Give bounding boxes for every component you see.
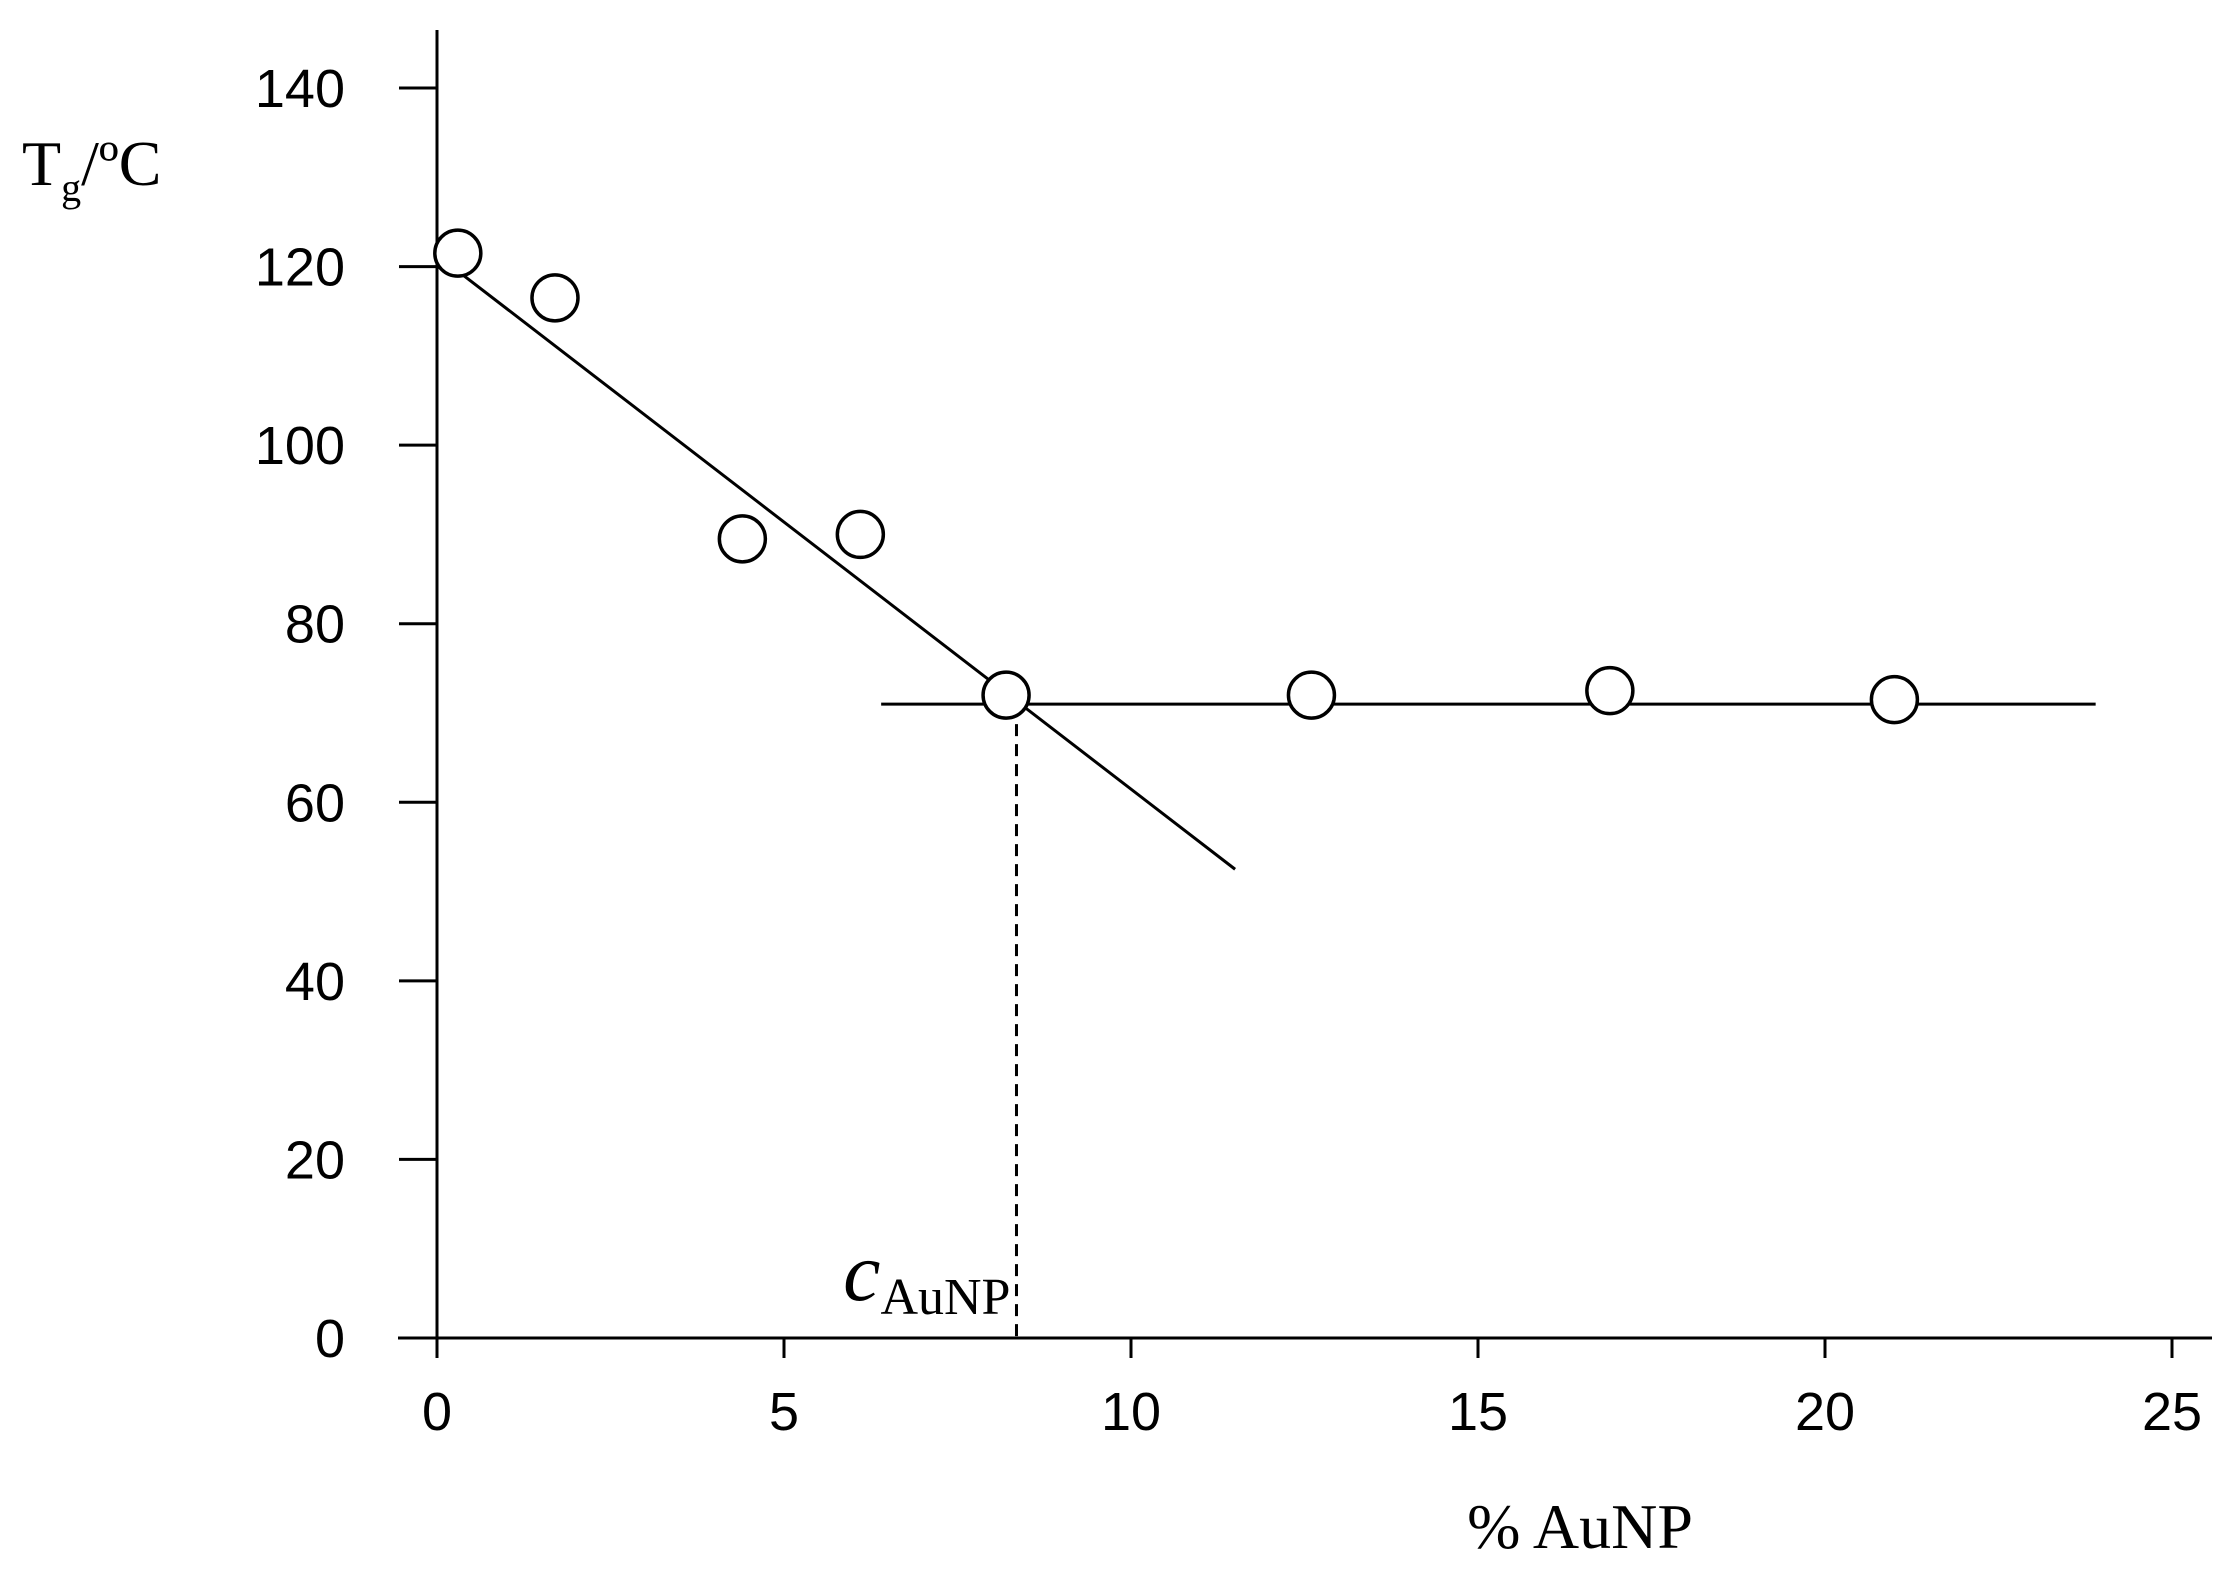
- x-tick-label: 15: [1448, 1382, 1508, 1442]
- x-tick-label: 0: [422, 1382, 452, 1442]
- y-tick-label: 0: [315, 1309, 345, 1369]
- critical-concentration-label: cAuNP: [843, 1226, 1010, 1326]
- fit-line: [456, 269, 1237, 871]
- data-point: [530, 273, 580, 323]
- y-axis-label-unit: /ºC: [81, 128, 161, 199]
- y-axis-label-subscript: g: [61, 165, 81, 210]
- y-tick-label: 60: [285, 773, 345, 833]
- fit-lines: [456, 269, 2096, 871]
- x-axis-label: % AuNP: [1467, 1491, 1693, 1562]
- y-tick-label: 20: [285, 1130, 345, 1190]
- x-tick-label: 20: [1795, 1382, 1855, 1442]
- y-axis-label-main: T: [22, 128, 61, 199]
- y-tick-label: 140: [255, 59, 345, 119]
- y-tick-label: 80: [285, 595, 345, 655]
- critical-concentration-subscript: AuNP: [880, 1269, 1010, 1326]
- y-tick-label: 100: [255, 416, 345, 476]
- x-tick-label: 10: [1101, 1382, 1161, 1442]
- data-point: [717, 514, 768, 564]
- data-point: [1585, 665, 1635, 716]
- x-axis: 0 5 10 15 20 25: [398, 1336, 2212, 1442]
- y-axis-label: Tg/ºC: [22, 128, 161, 210]
- data-point: [433, 228, 483, 278]
- critical-concentration-symbol: c: [843, 1226, 880, 1319]
- y-tick-label: 120: [255, 238, 345, 298]
- x-tick-label: 25: [2142, 1382, 2202, 1442]
- data-point: [835, 509, 886, 560]
- data-point: [1286, 670, 1337, 720]
- x-ticks: 0 5 10 15 20 25: [422, 1338, 2202, 1442]
- y-ticks: 0 20 40 60 80 100 120 140: [255, 59, 437, 1369]
- y-tick-label: 40: [285, 952, 345, 1012]
- data-point: [1869, 674, 1920, 725]
- data-point: [981, 670, 1031, 720]
- x-tick-label: 5: [769, 1382, 799, 1442]
- data-points: [433, 228, 1920, 725]
- y-axis: 0 20 40 60 80 100 120 140: [255, 30, 439, 1369]
